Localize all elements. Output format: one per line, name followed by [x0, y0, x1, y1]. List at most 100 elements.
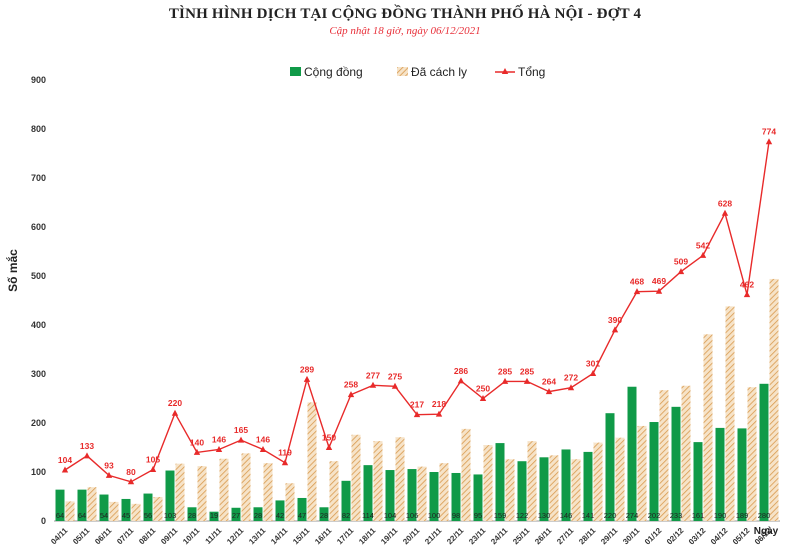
bar-da-cach-ly [87, 487, 97, 521]
bar-label-cong-dong: 104 [384, 511, 397, 520]
bar-cong-dong [473, 474, 483, 521]
bar-cong-dong [275, 500, 285, 521]
bar-da-cach-ly [769, 278, 779, 521]
bar-da-cach-ly [681, 385, 691, 521]
marker-tong [369, 381, 377, 388]
bar-label-cong-dong: 159 [494, 511, 507, 520]
bar-cong-dong [121, 498, 131, 521]
marker-tong [303, 375, 311, 382]
line-label-tong: 272 [564, 373, 578, 383]
marker-tong [611, 326, 619, 333]
bar-label-cong-dong: 95 [474, 511, 482, 520]
bar-label-cong-dong: 27 [232, 511, 240, 520]
marker-tong [545, 388, 553, 395]
bar-label-cong-dong: 64 [56, 511, 64, 520]
marker-tong [127, 478, 135, 485]
x-tick-label: 10/11 [181, 526, 202, 547]
bar-cong-dong [693, 442, 703, 521]
y-tick-label: 900 [31, 75, 46, 85]
line-label-tong: 218 [432, 399, 446, 409]
marker-tong [83, 452, 91, 459]
bar-label-cong-dong: 45 [122, 511, 130, 520]
line-label-tong: 289 [300, 364, 314, 374]
bar-cong-dong [209, 511, 219, 521]
line-label-tong: 285 [498, 366, 512, 376]
line-label-tong: 258 [344, 380, 358, 390]
bar-label-cong-dong: 114 [362, 511, 374, 520]
line-label-tong: 628 [718, 198, 732, 208]
bar-label-cong-dong: 64 [78, 511, 86, 520]
marker-tong [633, 288, 641, 295]
x-tick-label: 23/11 [467, 526, 488, 547]
bar-cong-dong [517, 461, 527, 521]
x-tick-label: 19/11 [379, 526, 400, 547]
marker-tong [655, 287, 663, 294]
line-label-tong: 80 [126, 467, 136, 477]
bar-label-cong-dong: 28 [320, 511, 328, 520]
line-label-tong: 264 [542, 377, 556, 387]
bar-cong-dong [451, 472, 461, 521]
x-tick-label: 06/11 [93, 526, 114, 547]
bar-label-cong-dong: 19 [210, 511, 218, 520]
legend-label-cong-dong: Cộng đồng [304, 65, 363, 79]
bar-label-cong-dong: 130 [538, 511, 551, 520]
line-label-tong: 165 [234, 425, 248, 435]
bar-da-cach-ly [329, 461, 339, 521]
bar-label-cong-dong: 28 [254, 511, 262, 520]
bar-da-cach-ly [637, 425, 647, 521]
bar-da-cach-ly [615, 437, 625, 521]
marker-tong [193, 448, 201, 455]
x-tick-label: 01/12 [643, 526, 664, 547]
x-tick-label: 04/11 [49, 526, 70, 547]
bar-da-cach-ly [703, 334, 713, 521]
line-label-tong: 133 [80, 441, 94, 451]
marker-tong [171, 409, 179, 416]
line-label-tong: 105 [146, 455, 160, 465]
x-tick-label: 05/11 [71, 526, 92, 547]
marker-tong [215, 445, 223, 452]
bar-cong-dong [165, 470, 175, 521]
bar-label-cong-dong: 146 [560, 511, 573, 520]
bar-label-cong-dong: 100 [428, 511, 441, 520]
legend-swatch-cong-dong [290, 67, 301, 76]
bar-da-cach-ly [659, 390, 669, 521]
bar-label-cong-dong: 220 [604, 511, 617, 520]
bar-cong-dong [715, 427, 725, 521]
bar-cong-dong [671, 406, 681, 521]
marker-tong [237, 436, 245, 443]
x-tick-label: 05/12 [731, 526, 752, 547]
x-tick-label: 02/12 [665, 526, 686, 547]
bar-cong-dong [77, 489, 87, 521]
bar-label-cong-dong: 189 [736, 511, 749, 520]
bar-cong-dong [627, 386, 637, 521]
marker-tong [677, 268, 685, 275]
bar-label-cong-dong: 141 [582, 511, 595, 520]
x-tick-label: 11/11 [204, 526, 224, 546]
bar-da-cach-ly [109, 501, 119, 521]
x-tick-label: 28/11 [577, 526, 598, 547]
line-label-tong: 390 [608, 315, 622, 325]
y-tick-label: 300 [31, 369, 46, 379]
bar-cong-dong [341, 480, 351, 521]
marker-tong [435, 410, 443, 417]
bar-cong-dong [231, 507, 241, 521]
bar-da-cach-ly [351, 434, 361, 521]
marker-tong [589, 370, 597, 377]
y-axis-label: Số mắc [5, 249, 20, 292]
x-tick-label: 30/11 [621, 526, 642, 547]
bar-da-cach-ly [483, 445, 493, 521]
x-tick-label: 29/11 [599, 526, 620, 547]
bar-da-cach-ly [417, 466, 427, 521]
bar-da-cach-ly [285, 483, 295, 521]
bar-label-cong-dong: 161 [692, 511, 705, 520]
bar-cong-dong [737, 428, 747, 521]
x-axis-label: Ngày [754, 526, 779, 537]
line-label-tong: 509 [674, 257, 688, 267]
legend-label-tong: Tổng [518, 65, 545, 79]
y-tick-label: 500 [31, 271, 46, 281]
bar-label-cong-dong: 233 [670, 511, 683, 520]
bar-da-cach-ly [395, 437, 405, 521]
y-tick-label: 200 [31, 418, 46, 428]
line-label-tong: 150 [322, 433, 336, 443]
